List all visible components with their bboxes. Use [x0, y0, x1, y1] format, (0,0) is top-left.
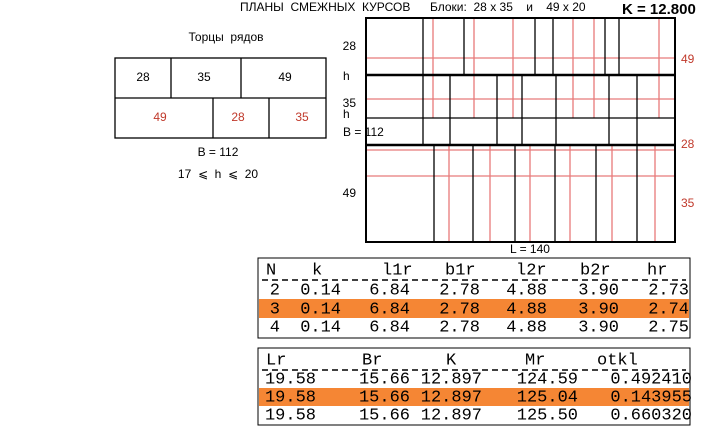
- plan-outline: [365, 17, 676, 243]
- h-label: h: [343, 107, 350, 121]
- cell: 6.84: [369, 318, 410, 337]
- b-label: B = 112: [198, 145, 239, 159]
- cell: 4: [270, 318, 280, 337]
- cell: 4.88: [506, 300, 547, 319]
- column-header: otkl: [597, 351, 638, 370]
- plan-diagram: [365, 17, 676, 243]
- cell: 12.897: [421, 388, 482, 407]
- cell: 3: [270, 300, 280, 319]
- cell: 6.84: [369, 281, 410, 300]
- cell: 19.58: [265, 406, 316, 425]
- course-label: 49: [343, 186, 357, 200]
- cell: 12.897: [421, 370, 482, 389]
- column-header: Lr: [266, 351, 286, 370]
- b-label: B = 112: [343, 125, 384, 139]
- end-cell: 49: [153, 110, 167, 124]
- cell: 2.75: [648, 318, 689, 337]
- end-cell: 28: [231, 110, 245, 124]
- cell: 0.14: [300, 318, 341, 337]
- constraint: 17 ⩽ h ⩽ 20: [178, 167, 258, 181]
- column-header: l1r: [382, 261, 413, 280]
- cell: 125.04: [517, 388, 578, 407]
- cell: 0.492410: [610, 370, 692, 389]
- cell: 6.84: [369, 300, 410, 319]
- cell: 4.88: [506, 318, 547, 337]
- table1-frame: [257, 257, 691, 339]
- cell: 19.58: [265, 388, 316, 407]
- title: ПЛАНЫ СМЕЖНЫХ КУРСОВ: [240, 0, 410, 14]
- ends-title: Торцы рядов: [189, 30, 264, 44]
- column-header: Mr: [525, 351, 545, 370]
- cell: 15.66: [359, 388, 410, 407]
- column-header: N: [266, 261, 276, 280]
- blocks: Блоки: 28 x 35 и 49 x 20: [430, 0, 586, 14]
- cell: 12.897: [421, 406, 482, 425]
- cell: 124.59: [517, 370, 578, 389]
- course-label: 28: [343, 39, 357, 53]
- cell: 2: [270, 281, 280, 300]
- ends-diagram: [114, 57, 327, 139]
- cell: 2.74: [648, 300, 689, 319]
- cell: 0.14: [300, 300, 341, 319]
- column-header: l2r: [516, 261, 547, 280]
- cell: 4.88: [506, 281, 547, 300]
- column-header: b1r: [445, 261, 476, 280]
- cell: 3.90: [578, 300, 619, 319]
- cell: 3.90: [578, 318, 619, 337]
- k-value: K = 12.800: [622, 1, 696, 18]
- end-cell: 28: [136, 70, 150, 84]
- highlight-row: [259, 299, 689, 318]
- cell: 0.143955: [610, 388, 692, 407]
- end-cell: 35: [197, 70, 211, 84]
- column-header: K: [446, 351, 457, 370]
- column-header: k: [312, 261, 322, 280]
- cell: 15.66: [359, 370, 410, 389]
- length-label: L = 140: [510, 242, 550, 256]
- cell: 15.66: [359, 406, 410, 425]
- cell: 0.660320: [610, 406, 692, 425]
- highlight-row: [259, 388, 689, 406]
- column-header: Br: [362, 351, 382, 370]
- cell: 19.58: [265, 370, 316, 389]
- table2-frame: [257, 347, 691, 426]
- cell: 125.50: [517, 406, 578, 425]
- column-header: hr: [647, 261, 667, 280]
- cell: 2.78: [439, 281, 480, 300]
- cell: 2.73: [648, 281, 689, 300]
- cell: 2.78: [439, 300, 480, 319]
- h-label: h: [343, 69, 350, 83]
- course-label: 35: [681, 196, 695, 210]
- cell: 3.90: [578, 281, 619, 300]
- cell: 0.14: [300, 281, 341, 300]
- course-label: 35: [343, 96, 357, 110]
- cell: 2.78: [439, 318, 480, 337]
- course-label: 49: [681, 52, 695, 66]
- end-cell: 35: [295, 110, 309, 124]
- end-cell: 49: [278, 70, 292, 84]
- column-header: b2r: [580, 261, 611, 280]
- course-label: 28: [681, 137, 695, 151]
